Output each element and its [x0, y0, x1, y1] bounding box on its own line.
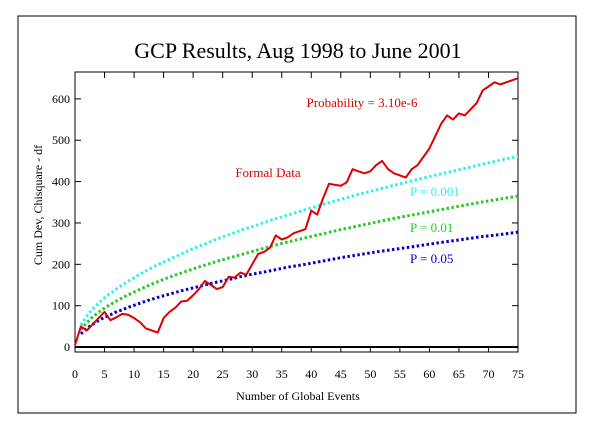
y-tick-label: 500: [52, 133, 70, 147]
y-axis-label: Cum Dev, Chisquare - df: [31, 145, 45, 265]
x-tick-label: 20: [187, 367, 199, 381]
y-tick-label: 600: [52, 92, 70, 106]
x-tick-label: 50: [364, 367, 376, 381]
x-axis-label: Number of Global Events: [236, 389, 360, 403]
chart-border: [17, 15, 577, 414]
series-line-p-0-001: [79, 154, 519, 326]
x-tick-label: 30: [246, 367, 258, 381]
x-tick-label: 55: [394, 367, 406, 381]
chart-title: GCP Results, Aug 1998 to June 2001: [134, 38, 461, 63]
y-tick-label: 400: [52, 175, 70, 189]
series-line-formal-data: [74, 77, 519, 346]
x-tick-label: 40: [305, 367, 317, 381]
series-label-p-001: P = 0.01: [410, 220, 453, 235]
x-tick-label: 75: [512, 367, 524, 381]
x-tick-label: 25: [217, 367, 229, 381]
y-tick-label: 200: [52, 257, 70, 271]
x-tick-label: 60: [423, 367, 435, 381]
y-tick-label: 0: [64, 340, 70, 354]
x-tick-label: 5: [102, 367, 108, 381]
x-tick-label: 10: [128, 367, 140, 381]
series-line-p-0-01: [79, 194, 519, 331]
x-tick-label: 70: [482, 367, 494, 381]
series-line-p-0-05: [79, 230, 519, 335]
series-label-p-0001: P = 0.001: [410, 184, 460, 199]
x-tick-label: 35: [276, 367, 288, 381]
plot-area: 0 5 10 15 20 25 30 35 40 45 50 55 60 65 70 75 0 100 200 300…: [52, 71, 524, 381]
series-label-formal-data: Formal Data: [235, 165, 301, 180]
y-tick-label: 100: [52, 299, 70, 313]
x-tick-label: 15: [158, 367, 170, 381]
x-tick-label: 65: [453, 367, 465, 381]
probability-annotation: Probability = 3.10e-6: [307, 95, 418, 110]
plot-frame: [74, 71, 519, 353]
x-tick-label: 45: [335, 367, 347, 381]
series-label-p-005: P = 0.05: [410, 251, 453, 266]
y-tick-label: 300: [52, 216, 70, 230]
x-tick-label: 0: [72, 367, 78, 381]
